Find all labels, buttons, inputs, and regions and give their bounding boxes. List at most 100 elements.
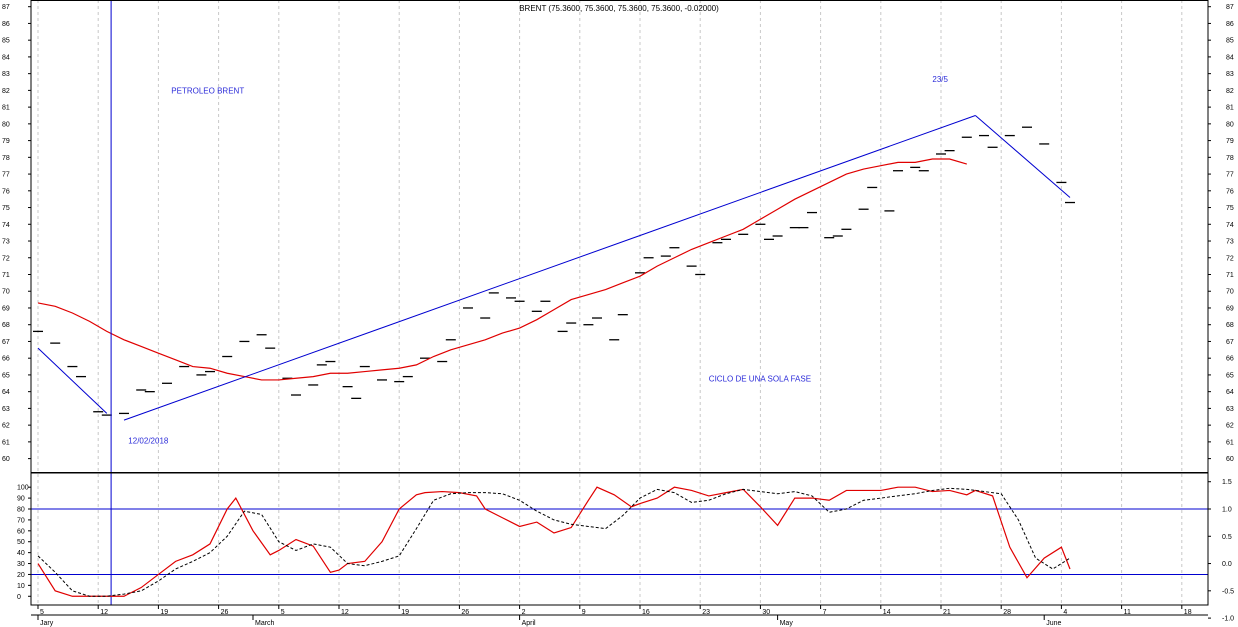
osc-tick-label-left: 10 xyxy=(17,583,25,590)
y-tick-label-left: 75 xyxy=(2,205,10,212)
y-tick-label-left: 61 xyxy=(2,439,10,446)
y-tick-label-left: 82 xyxy=(2,88,10,95)
y-tick-label-right: 73 xyxy=(1226,239,1234,246)
y-tick-label-right: 65 xyxy=(1226,372,1234,379)
y-tick-label-left: 66 xyxy=(2,356,10,363)
y-tick-label-left: 74 xyxy=(2,222,10,229)
osc-tick-label-left: 60 xyxy=(17,528,25,535)
osc-tick-label-right: 0.5 xyxy=(1222,534,1232,541)
trend-line xyxy=(975,115,1071,198)
osc-tick-label-left: 100 xyxy=(17,485,29,492)
annotation-date: 12/02/2018 xyxy=(128,437,169,446)
y-tick-label-right: 74 xyxy=(1226,222,1234,229)
y-tick-label-left: 63 xyxy=(2,406,10,413)
annotation-petroleo-brent: PETROLEO BRENT xyxy=(171,87,244,96)
oscillator-axis-ticks: 0 10 20 30 40 50 60 70 80 90 100 1.5 1.0 0.5 0.0 -0.5 -1… xyxy=(17,479,1234,622)
y-tick-label-right: 63 xyxy=(1226,406,1234,413)
osc-tick-label-left: 90 xyxy=(17,496,25,503)
y-tick-label-right: 76 xyxy=(1226,188,1234,195)
y-tick-label-right: 82 xyxy=(1226,88,1234,95)
y-tick-label-right: 69 xyxy=(1226,305,1234,312)
x-tick-label: 26 xyxy=(221,609,229,616)
y-tick-label-right: 75 xyxy=(1226,205,1234,212)
osc-tick-label-left: 50 xyxy=(17,539,25,546)
y-tick-label-right: 70 xyxy=(1226,289,1234,296)
x-tick-label: 28 xyxy=(1003,609,1011,616)
y-tick-label-left: 83 xyxy=(2,71,10,78)
y-tick-label-left: 86 xyxy=(2,21,10,28)
x-tick-label: 19 xyxy=(160,609,168,616)
osc-tick-label-left: 0 xyxy=(17,594,21,601)
y-tick-label-right: 62 xyxy=(1226,423,1234,430)
y-tick-label-left: 70 xyxy=(2,289,10,296)
price-lines xyxy=(37,0,1071,605)
osc-tick-label-right: -1.0 xyxy=(1222,616,1234,623)
y-tick-label-right: 83 xyxy=(1226,71,1234,78)
osc-tick-label-left: 80 xyxy=(17,507,25,514)
y-tick-label-right: 79 xyxy=(1226,138,1234,145)
y-tick-label-left: 77 xyxy=(2,172,10,179)
oscillator-panel-frame xyxy=(30,472,1209,606)
y-tick-label-left: 64 xyxy=(2,389,10,396)
y-tick-label-right: 85 xyxy=(1226,38,1234,45)
x-tick-label: 7 xyxy=(823,609,827,616)
y-tick-label-right: 68 xyxy=(1226,322,1234,329)
y-tick-label-right: 67 xyxy=(1226,339,1234,346)
y-tick-label-left: 68 xyxy=(2,322,10,329)
y-tick-label-left: 71 xyxy=(2,272,10,279)
y-tick-label-left: 65 xyxy=(2,372,10,379)
price-marks xyxy=(33,126,1075,416)
month-label: Jary xyxy=(40,620,54,627)
x-tick-label: 14 xyxy=(883,609,891,616)
x-tick-label: 26 xyxy=(461,609,469,616)
x-tick-label: 23 xyxy=(702,609,710,616)
y-tick-label-right: 60 xyxy=(1226,456,1234,463)
y-tick-label-left: 87 xyxy=(2,4,10,11)
chart-frame xyxy=(30,0,1209,616)
x-tick-label: 12 xyxy=(100,609,108,616)
y-tick-label-left: 81 xyxy=(2,105,10,112)
y-tick-label-right: 84 xyxy=(1226,54,1234,61)
month-label: May xyxy=(780,620,794,627)
y-tick-label-right: 87 xyxy=(1226,4,1234,11)
trend-line xyxy=(37,347,108,414)
x-tick-label: 18 xyxy=(1184,609,1192,616)
y-tick-label-left: 78 xyxy=(2,155,10,162)
y-tick-label-right: 86 xyxy=(1226,21,1234,28)
x-tick-label: 16 xyxy=(642,609,650,616)
osc-tick-label-right: 1.5 xyxy=(1222,479,1232,486)
y-tick-label-left: 76 xyxy=(2,188,10,195)
x-tick-label: 9 xyxy=(582,609,586,616)
oscillator-lines xyxy=(31,486,1208,597)
y-tick-label-right: 80 xyxy=(1226,121,1234,128)
month-label: June xyxy=(1046,620,1061,627)
annotation-cycle: CICLO DE UNA SOLA FASE xyxy=(709,375,811,384)
y-tick-label-right: 78 xyxy=(1226,155,1234,162)
x-tick-label: 5 xyxy=(281,609,285,616)
y-tick-label-left: 69 xyxy=(2,305,10,312)
x-tick-label: 11 xyxy=(1124,609,1131,616)
osc-signal-line xyxy=(37,487,1071,597)
moving-average-line xyxy=(37,158,967,381)
y-tick-label-right: 61 xyxy=(1226,439,1234,446)
x-tick-label: 21 xyxy=(943,609,951,616)
y-tick-label-right: 81 xyxy=(1226,105,1234,112)
y-tick-label-left: 85 xyxy=(2,38,10,45)
osc-tick-label-left: 40 xyxy=(17,550,25,557)
osc-tick-label-left: 20 xyxy=(17,572,25,579)
annotation-peak: 23/5 xyxy=(932,75,948,84)
y-tick-label-left: 67 xyxy=(2,339,10,346)
y-tick-label-right: 71 xyxy=(1226,272,1234,279)
month-label: March xyxy=(255,620,275,627)
x-tick-label: 5 xyxy=(40,609,44,616)
y-tick-label-left: 84 xyxy=(2,54,10,61)
osc-tick-label-right: -0.5 xyxy=(1222,588,1234,595)
osc-tick-label-left: 30 xyxy=(17,561,25,568)
trend-line xyxy=(123,115,976,421)
date-axis: 5 12 19 26 5 12 19 26 2 9 16 23 30 7 14 21 28 4 11 18 Jary Ma… xyxy=(37,605,1192,627)
osc-tick-label-left: 70 xyxy=(17,517,25,524)
x-tick-label: 30 xyxy=(762,609,770,616)
y-tick-label-right: 77 xyxy=(1226,172,1234,179)
month-label: April xyxy=(522,620,536,627)
